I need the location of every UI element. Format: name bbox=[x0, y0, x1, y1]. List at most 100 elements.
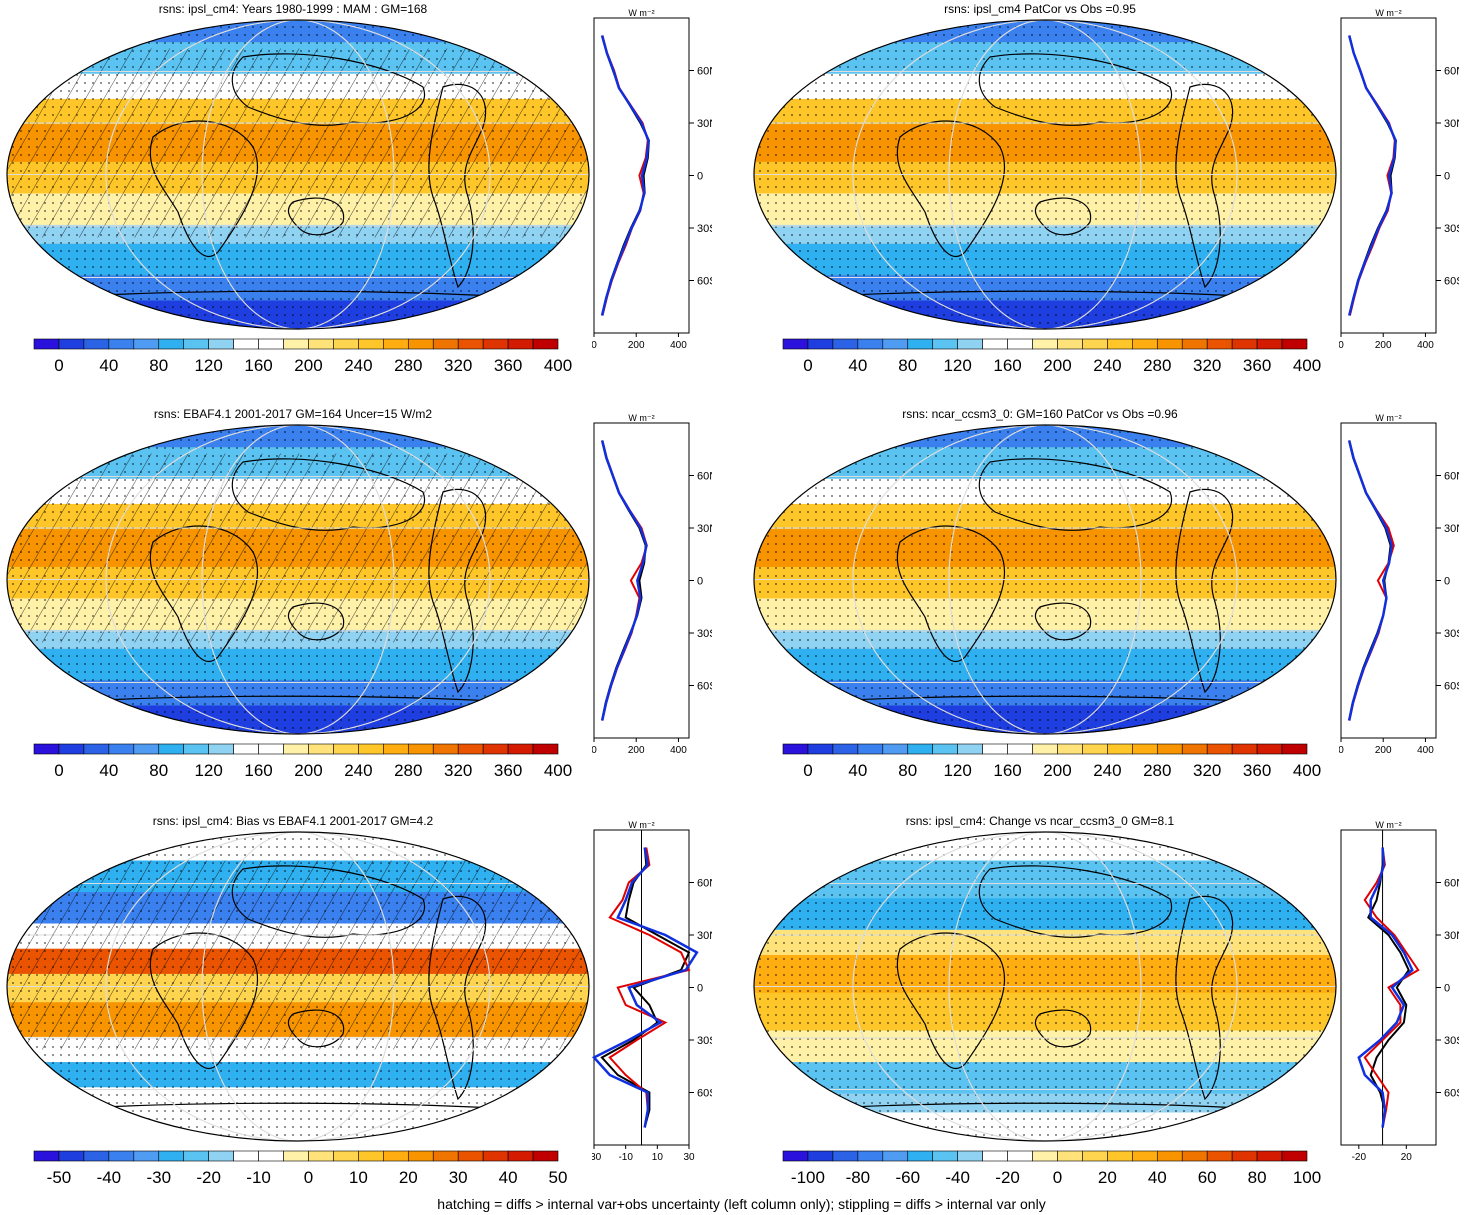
zonal-profile: W m⁻² 60N 30N 0 30S 60S 0 200 400 bbox=[1339, 8, 1459, 351]
lat-tick-label: 30S bbox=[1444, 1035, 1459, 1047]
lat-tick-label: 60N bbox=[697, 471, 712, 483]
color-bar-label: 20 bbox=[1098, 1168, 1117, 1187]
lat-tick-label: 60S bbox=[697, 1088, 712, 1100]
color-bar-label: 40 bbox=[1148, 1168, 1167, 1187]
color-bar: 0 40 80 120 160 200 240 280 320 360 400 bbox=[782, 743, 1321, 780]
color-bar-label: 30 bbox=[449, 1168, 468, 1187]
world-map bbox=[6, 831, 590, 1142]
color-bar: 0 40 80 120 160 200 240 280 320 360 400 bbox=[33, 743, 572, 780]
color-bar-label: 120 bbox=[943, 356, 971, 375]
profile-line bbox=[592, 847, 699, 1128]
lat-tick-label: 30N bbox=[1444, 523, 1459, 535]
map-title: rsns: ipsl_cm4: Bias vs EBAF4.1 2001-201… bbox=[152, 814, 434, 828]
profile-unit: W m⁻² bbox=[1375, 820, 1401, 830]
color-bar: 0 40 80 120 160 200 240 280 320 360 400 bbox=[782, 338, 1321, 375]
profile-line bbox=[1363, 847, 1420, 1128]
color-bar-label: 40 bbox=[99, 761, 118, 780]
world-map bbox=[6, 19, 590, 330]
profile-x-tick: 200 bbox=[628, 745, 645, 756]
color-bar-label: 200 bbox=[1043, 761, 1071, 780]
profile-line bbox=[608, 847, 691, 1128]
zonal-profile: W m⁻² 60N 30N 0 30S 60S 0 200 400 bbox=[592, 413, 712, 756]
lat-tick-label: 0 bbox=[1444, 983, 1450, 995]
color-bar-label: 360 bbox=[1243, 761, 1271, 780]
profile-line bbox=[600, 847, 691, 1128]
map-title: rsns: ncar_ccsm3_0: GM=160 PatCor vs Obs… bbox=[902, 407, 1178, 421]
profile-x-tick: -20 bbox=[1352, 1152, 1367, 1163]
map-border bbox=[753, 19, 1337, 330]
color-bar-label: 200 bbox=[294, 761, 322, 780]
profile-x-tick: 0 bbox=[1339, 340, 1344, 351]
color-bar-label: 100 bbox=[1293, 1168, 1321, 1187]
lat-tick-label: 60S bbox=[697, 681, 712, 693]
profile-x-tick: 0 bbox=[1339, 745, 1344, 756]
color-bar-label: 0 bbox=[803, 356, 812, 375]
map-border bbox=[753, 424, 1337, 735]
profile-unit: W m⁻² bbox=[628, 413, 654, 423]
profile-line bbox=[1347, 35, 1397, 316]
color-bar-label: 0 bbox=[54, 356, 63, 375]
profile-line bbox=[600, 440, 648, 721]
lat-tick-label: 30N bbox=[1444, 118, 1459, 130]
color-bar-label: -40 bbox=[97, 1168, 122, 1187]
color-bar-label: 320 bbox=[1193, 761, 1221, 780]
color-bar-label: 200 bbox=[294, 356, 322, 375]
lat-tick-label: 30S bbox=[1444, 628, 1459, 640]
world-map bbox=[753, 19, 1337, 330]
lat-tick-label: 30S bbox=[1444, 223, 1459, 235]
color-bar-label: 120 bbox=[194, 356, 222, 375]
color-bar-label: 160 bbox=[993, 761, 1021, 780]
color-bar-label: 240 bbox=[344, 356, 372, 375]
map-title: rsns: EBAF4.1 2001-2017 GM=164 Uncer=15 … bbox=[153, 407, 433, 421]
color-bar-label: 240 bbox=[1093, 356, 1121, 375]
lat-tick-label: 60N bbox=[697, 66, 712, 78]
color-bar-label: 10 bbox=[349, 1168, 368, 1187]
zonal-profile: W m⁻² 60N 30N 0 30S 60S -30 -10 10 30 bbox=[592, 820, 712, 1163]
zonal-profile: W m⁻² 60N 30N 0 30S 60S 0 200 400 bbox=[592, 8, 712, 351]
profile-x-tick: 10 bbox=[652, 1152, 664, 1163]
color-bar-label: 200 bbox=[1043, 356, 1071, 375]
zonal-profile: W m⁻² 60N 30N 0 30S 60S -20 20 bbox=[1340, 820, 1459, 1163]
color-bar-label: 120 bbox=[943, 761, 971, 780]
color-bar-label: 60 bbox=[1198, 1168, 1217, 1187]
color-bar-label: -20 bbox=[196, 1168, 221, 1187]
color-bar-label: -80 bbox=[846, 1168, 871, 1187]
color-bar-label: 0 bbox=[304, 1168, 313, 1187]
color-bar-label: 360 bbox=[494, 356, 522, 375]
color-bar-label: -50 bbox=[47, 1168, 72, 1187]
color-bar-label: 320 bbox=[444, 356, 472, 375]
color-bar-label: 0 bbox=[803, 761, 812, 780]
color-bar-label: 280 bbox=[394, 761, 422, 780]
color-bar-label: -60 bbox=[895, 1168, 920, 1187]
lat-tick-label: 30N bbox=[697, 523, 712, 535]
world-map bbox=[753, 831, 1337, 1142]
lat-tick-label: 30N bbox=[1444, 930, 1459, 942]
color-bar-label: 40 bbox=[848, 356, 867, 375]
lat-tick-label: 30S bbox=[697, 1035, 712, 1047]
profile-x-tick: 400 bbox=[670, 745, 687, 756]
color-bar-label: -30 bbox=[146, 1168, 171, 1187]
lat-tick-label: 0 bbox=[697, 983, 703, 995]
zonal-profile: W m⁻² 60N 30N 0 30S 60S 0 200 400 bbox=[1339, 413, 1459, 756]
color-bar-label: 0 bbox=[54, 761, 63, 780]
profile-x-tick: 20 bbox=[1401, 1152, 1413, 1163]
color-bar-label: 20 bbox=[399, 1168, 418, 1187]
lat-tick-label: 0 bbox=[697, 171, 703, 183]
profile-x-tick: 30 bbox=[683, 1152, 695, 1163]
color-bar-label: 160 bbox=[244, 761, 272, 780]
color-bar-label: 80 bbox=[898, 761, 917, 780]
color-bar-label: -10 bbox=[246, 1168, 271, 1187]
color-bar-label: 320 bbox=[1193, 356, 1221, 375]
lat-tick-label: 30S bbox=[697, 628, 712, 640]
color-bar-label: 0 bbox=[1053, 1168, 1062, 1187]
profile-x-tick: 200 bbox=[1375, 745, 1392, 756]
color-bar: -50 -40 -30 -20 -10 0 10 20 30 40 50 bbox=[33, 1150, 567, 1187]
color-bar-label: 280 bbox=[1143, 761, 1171, 780]
color-bar-label: -20 bbox=[995, 1168, 1020, 1187]
color-bar-label: 80 bbox=[898, 356, 917, 375]
profile-x-tick: 400 bbox=[1417, 745, 1434, 756]
map-border bbox=[6, 424, 590, 735]
profile-unit: W m⁻² bbox=[1375, 8, 1401, 18]
color-bar-label: 120 bbox=[194, 761, 222, 780]
color-bar-label: 160 bbox=[244, 356, 272, 375]
